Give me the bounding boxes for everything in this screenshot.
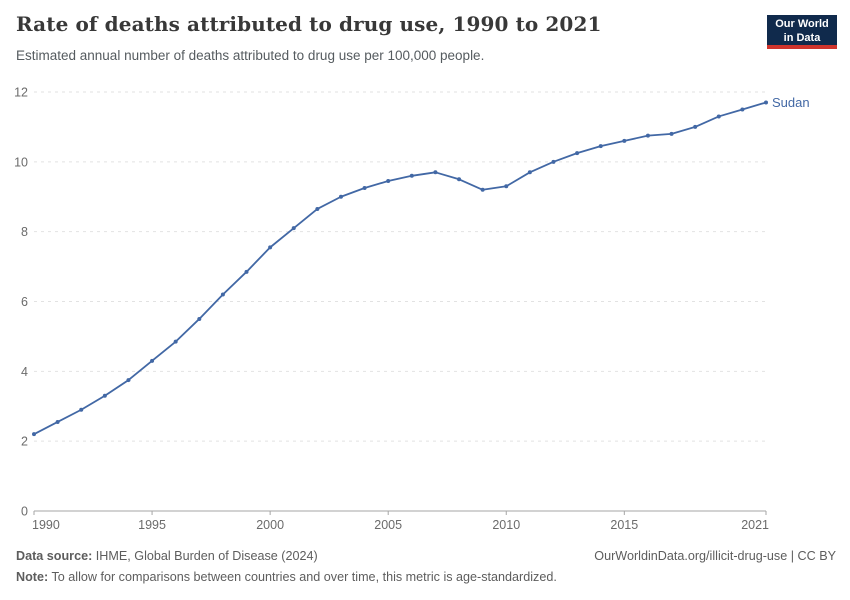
data-point[interactable] <box>150 358 155 363</box>
x-axis-tick-label: 2021 <box>741 518 769 532</box>
data-point[interactable] <box>457 177 462 182</box>
note-label: Note: <box>16 570 49 584</box>
y-axis-tick-label: 2 <box>21 435 28 449</box>
data-point[interactable] <box>315 206 320 211</box>
y-axis-tick-label: 12 <box>14 86 28 100</box>
data-point[interactable] <box>433 170 438 175</box>
data-point[interactable] <box>622 138 627 143</box>
data-point[interactable] <box>386 179 391 184</box>
data-point[interactable] <box>102 393 107 398</box>
owid-logo[interactable]: Our World in Data <box>767 15 837 49</box>
data-source-value: IHME, Global Burden of Disease (2024) <box>95 549 318 563</box>
data-point[interactable] <box>409 173 414 178</box>
data-point[interactable] <box>197 316 202 321</box>
note-value: To allow for comparisons between countri… <box>51 570 557 584</box>
owid-logo-line2: in Data <box>783 31 821 44</box>
chart-title: Rate of deaths attributed to drug use, 1… <box>16 12 602 36</box>
y-axis-tick-label: 8 <box>21 225 28 239</box>
data-point[interactable] <box>268 245 273 250</box>
data-source-text: Data source: IHME, Global Burden of Dise… <box>16 549 318 563</box>
data-point[interactable] <box>575 151 580 156</box>
data-point[interactable] <box>598 144 603 149</box>
x-axis-tick-label: 1990 <box>32 518 60 532</box>
data-point[interactable] <box>338 194 343 199</box>
data-point[interactable] <box>504 184 509 189</box>
data-point[interactable] <box>362 186 367 191</box>
data-point[interactable] <box>244 269 249 274</box>
data-point[interactable] <box>220 292 225 297</box>
chart-footer: Data source: IHME, Global Burden of Dise… <box>16 549 836 584</box>
owid-logo-line1: Our World <box>775 18 829 30</box>
data-point[interactable] <box>551 159 556 164</box>
credit-url-text: OurWorldinData.org/illicit-drug-use | CC… <box>594 549 836 563</box>
x-axis-tick-label: 2000 <box>256 518 284 532</box>
data-point[interactable] <box>527 170 532 175</box>
y-axis-tick-label: 4 <box>21 365 28 379</box>
x-axis-tick-label: 2015 <box>610 518 638 532</box>
x-axis-tick-label: 1995 <box>138 518 166 532</box>
y-axis-tick-label: 10 <box>14 155 28 169</box>
data-point[interactable] <box>173 339 178 344</box>
series-label-sudan: Sudan <box>772 95 810 110</box>
data-point[interactable] <box>693 124 698 129</box>
data-point[interactable] <box>480 187 485 192</box>
data-line-sudan[interactable] <box>33 101 767 436</box>
data-point[interactable] <box>32 432 36 437</box>
y-axis-tick-label: 6 <box>21 295 28 309</box>
data-point[interactable] <box>764 100 768 105</box>
x-axis-tick-label: 2010 <box>492 518 520 532</box>
data-point[interactable] <box>645 133 650 138</box>
data-source-label: Data source: <box>16 549 93 563</box>
data-point[interactable] <box>291 226 296 231</box>
data-point[interactable] <box>79 407 84 412</box>
data-point[interactable] <box>669 131 674 136</box>
x-axis-tick-label: 2005 <box>374 518 402 532</box>
data-point[interactable] <box>55 419 60 424</box>
chart-subtitle: Estimated annual number of deaths attrib… <box>16 48 485 63</box>
note-text: Note: To allow for comparisons between c… <box>16 570 836 584</box>
data-point[interactable] <box>740 107 745 112</box>
data-point[interactable] <box>716 114 721 119</box>
line-chart-plot-area: 0 2 4 6 8 10 12 1990 1995 2000 2005 2010 2015 2021 Sud… <box>14 86 810 533</box>
data-point[interactable] <box>126 378 131 383</box>
y-axis-tick-label: 0 <box>21 505 28 519</box>
